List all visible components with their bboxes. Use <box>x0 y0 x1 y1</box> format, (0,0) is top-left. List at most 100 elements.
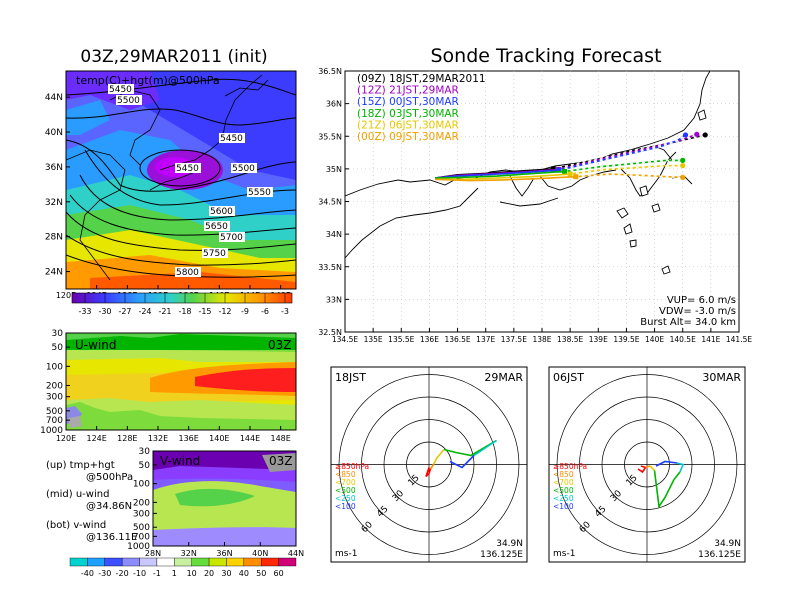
lon-tick-label: 136.5E <box>444 335 470 344</box>
lat-tick-label: 44N <box>288 549 304 558</box>
lon-tick-label: 138E <box>532 335 551 344</box>
colorbar-cell <box>208 557 227 567</box>
lon-tick-label: 134.5E <box>332 335 358 344</box>
contour-label: 5600 <box>210 207 233 217</box>
p-tick-label: 100 <box>46 362 63 372</box>
right-title: Sonde Tracking Forecast <box>430 45 661 67</box>
colorbar-cell <box>191 557 210 567</box>
colorbar-label: -10 <box>133 569 146 578</box>
legend-line: @500hPa <box>86 472 133 483</box>
level-legend: <250 <box>335 494 356 503</box>
contour-label: 5650 <box>205 222 228 232</box>
lat-tick-label: 35.5N <box>318 132 342 141</box>
lat-tick-label: 28N <box>145 549 161 558</box>
colorbar-cell <box>278 557 297 567</box>
p-tick-label: 100 <box>133 480 150 490</box>
map-lat-ticks: 44N 40N 36N 32N 28N 24N <box>45 93 70 278</box>
colorbar-cell <box>87 557 105 567</box>
p-tick-label: 500 <box>46 407 63 417</box>
level-legend: <850 <box>553 470 574 479</box>
lon-tick-label: 136E <box>420 335 439 344</box>
track-legend: (09Z) 18JST,29MAR2011(12Z) 21JST,29MAR(1… <box>357 73 486 143</box>
hodo-line <box>473 439 497 457</box>
lon-tick-label: 137.5E <box>501 335 527 344</box>
level-legend: ≥850hPa <box>553 462 587 471</box>
lon-tick-label: 135.5E <box>388 335 414 344</box>
lat-tick-label: 40N <box>45 128 63 138</box>
p-tick-label: 300 <box>46 393 63 403</box>
colorbar-label: -12 <box>218 307 231 316</box>
legend-line: (mid) u-wind <box>46 489 109 500</box>
lat-tick-label: 34N <box>326 230 342 239</box>
contour-label: 5550 <box>248 188 271 198</box>
lon-tick-label: 137E <box>476 335 495 344</box>
hodo-line <box>432 448 445 465</box>
landing-point <box>702 132 708 138</box>
colorbar-label: -9 <box>241 307 249 316</box>
vwind-lat-ticks: 28N 32N 36N 40N 44N <box>145 542 304 558</box>
hodo-ring <box>361 396 497 533</box>
p-tick-label: 30 <box>139 447 151 457</box>
landing-point <box>682 132 689 138</box>
colorbar-label: -20 <box>116 569 129 578</box>
lat-tick-label: 33.5N <box>318 263 342 272</box>
hodo-line <box>653 470 681 509</box>
map-label: temp(C)+hgt(m)@500hPa <box>76 74 220 87</box>
p-tick-label: 700 <box>46 416 63 426</box>
colorbar-label: 20 <box>204 569 214 578</box>
track-legend-entry: (12Z) 21JST,29MAR <box>357 85 459 97</box>
colorbar-label: -27 <box>118 307 131 316</box>
colorbar-cell <box>121 557 140 567</box>
p-tick-label: 30 <box>52 329 64 339</box>
level-legend: ≥850hPa <box>335 462 369 471</box>
track-legend-entry: (15Z) 00JST,30MAR <box>357 96 459 108</box>
hodo-ring <box>556 374 738 555</box>
p-tick-label: 50 <box>52 343 64 353</box>
lon-tick-label: 124E <box>87 434 107 443</box>
colorbar-label: 1 <box>172 569 177 578</box>
colorbar-label: -33 <box>78 307 91 316</box>
hodo-time: 06JST <box>553 371 584 384</box>
burst-point <box>573 174 579 180</box>
colorbar-cell <box>69 557 88 567</box>
level-legend: <700 <box>553 478 574 487</box>
lat-tick-label: 44N <box>45 93 63 103</box>
hodo-lon: 136.125E <box>480 550 523 560</box>
left-legend: (up) tmp+hgt@500hPa (mid) u-wind@34.86N (b… <box>46 460 137 543</box>
track-lines <box>434 131 708 182</box>
temp-field <box>66 71 296 289</box>
uwind-time: 03Z <box>268 338 292 352</box>
track-dash <box>575 173 683 179</box>
p-tick-label: 50 <box>139 461 151 471</box>
hodo-ring <box>624 441 670 488</box>
hodo-line <box>637 465 647 474</box>
lon-tick-label: 138.5E <box>557 335 583 344</box>
track-legend-entry: (09Z) 18JST,29MAR2011 <box>357 73 486 85</box>
legend-line: @136.11E <box>86 532 137 543</box>
colorbar-label: 30 <box>221 569 231 578</box>
legend-line: (bot) v-wind <box>46 520 106 531</box>
lat-tick-label: 34.5N <box>318 198 342 207</box>
hodo-line <box>655 460 678 467</box>
lat-tick-label: 36N <box>326 100 342 109</box>
colorbar-cell <box>156 557 175 567</box>
hodo-lat: 34.9N <box>496 539 523 549</box>
hodo-line <box>645 465 651 469</box>
hodo-ring <box>383 419 475 510</box>
track-dash <box>564 159 683 173</box>
contour-label: 5450 <box>220 134 243 144</box>
lat-tick-label: 24N <box>45 268 63 278</box>
lat-tick-label: 32N <box>181 549 197 558</box>
lat-tick-label: 33N <box>326 295 342 304</box>
lat-tick-label: 40N <box>252 549 268 558</box>
colorbar-cell <box>226 557 245 567</box>
level-legend: <700 <box>335 478 356 487</box>
map-contour-labels: 5450 5500 5450 5450 5500 5550 5600 5650 … <box>108 84 273 278</box>
colorbar-label: -40 <box>81 569 94 578</box>
hodo-time: 18JST <box>335 371 366 384</box>
contour-label: 5750 <box>203 249 226 259</box>
lon-tick-label: 141E <box>701 335 720 344</box>
